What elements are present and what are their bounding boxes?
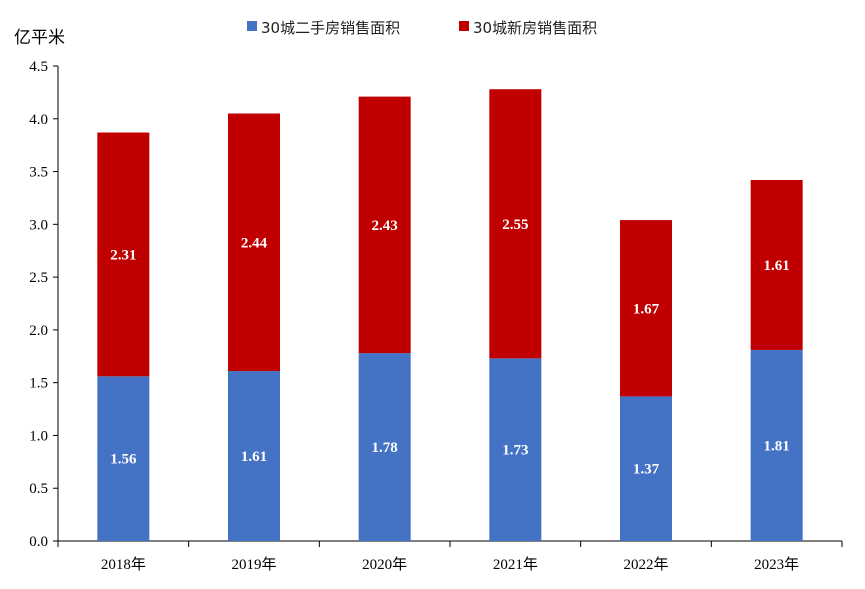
legend-swatch-second-hand bbox=[247, 21, 257, 31]
bar-segment-second-hand bbox=[489, 358, 542, 541]
bar-segment-new-home bbox=[620, 220, 672, 397]
bar-segment-new-home bbox=[97, 132, 150, 377]
bar-segment-new-home bbox=[489, 89, 542, 359]
y-axis-unit-label: 亿平米 bbox=[14, 28, 65, 48]
y-tick-label: 0.0 bbox=[29, 534, 48, 550]
legend-label-new-home: 30城新房销售面积 bbox=[473, 19, 597, 37]
data-label: 1.73 bbox=[502, 443, 528, 459]
bar-segment-new-home bbox=[358, 96, 411, 354]
y-tick-label: 2.5 bbox=[29, 270, 48, 286]
legend-label-second-hand: 30城二手房销售面积 bbox=[261, 19, 400, 37]
bar-segment-second-hand bbox=[620, 396, 672, 541]
bar-segment-new-home bbox=[228, 113, 280, 372]
bar-segment-second-hand bbox=[228, 371, 280, 541]
legend: 30城二手房销售面积 30城新房销售面积 bbox=[247, 19, 597, 37]
data-label: 2.31 bbox=[110, 247, 136, 263]
bar-segment-second-hand bbox=[97, 376, 150, 541]
y-tick-label: 1.0 bbox=[29, 428, 48, 444]
x-tick-label: 2019年 bbox=[231, 556, 276, 573]
y-ticks: 0.0 0.5 1.0 1.5 2.0 2.5 3.0 3.5 4.0 4.5 bbox=[29, 59, 58, 550]
y-tick-label: 4.5 bbox=[29, 59, 48, 75]
data-label: 1.67 bbox=[633, 301, 660, 317]
x-tick-label: 2023年 bbox=[754, 556, 799, 573]
legend-swatch-new-home bbox=[459, 21, 469, 31]
x-ticks: 2018年 2019年 2020年 2021年 2022年 2023年 bbox=[57, 541, 843, 573]
data-label: 1.61 bbox=[764, 258, 790, 274]
y-tick-label: 1.5 bbox=[29, 376, 48, 392]
x-tick-label: 2022年 bbox=[623, 556, 668, 573]
data-label: 2.43 bbox=[372, 218, 398, 234]
bars bbox=[97, 89, 803, 541]
data-label: 1.56 bbox=[110, 452, 137, 468]
data-label: 1.37 bbox=[633, 462, 660, 478]
y-tick-label: 4.0 bbox=[29, 112, 48, 128]
data-label: 2.44 bbox=[241, 235, 268, 251]
y-tick-label: 3.0 bbox=[29, 217, 48, 233]
y-tick-label: 0.5 bbox=[29, 481, 48, 497]
y-tick-label: 3.5 bbox=[29, 165, 48, 181]
data-labels: 1.56 2.31 1.61 2.44 1.78 2.43 1.73 2.55 1.37 1.67… bbox=[110, 217, 790, 478]
bar-segment-new-home bbox=[750, 180, 803, 350]
data-label: 2.55 bbox=[502, 217, 528, 233]
bar-segment-second-hand bbox=[750, 349, 803, 541]
data-label: 1.61 bbox=[241, 449, 267, 465]
x-tick-label: 2021年 bbox=[493, 556, 538, 573]
x-tick-label: 2020年 bbox=[362, 556, 407, 573]
axes bbox=[57, 66, 842, 542]
x-tick-label: 2018年 bbox=[101, 556, 146, 573]
y-tick-label: 2.0 bbox=[29, 323, 48, 339]
data-label: 1.78 bbox=[372, 440, 398, 456]
bar-segment-second-hand bbox=[358, 353, 411, 541]
data-label: 1.81 bbox=[764, 438, 790, 454]
